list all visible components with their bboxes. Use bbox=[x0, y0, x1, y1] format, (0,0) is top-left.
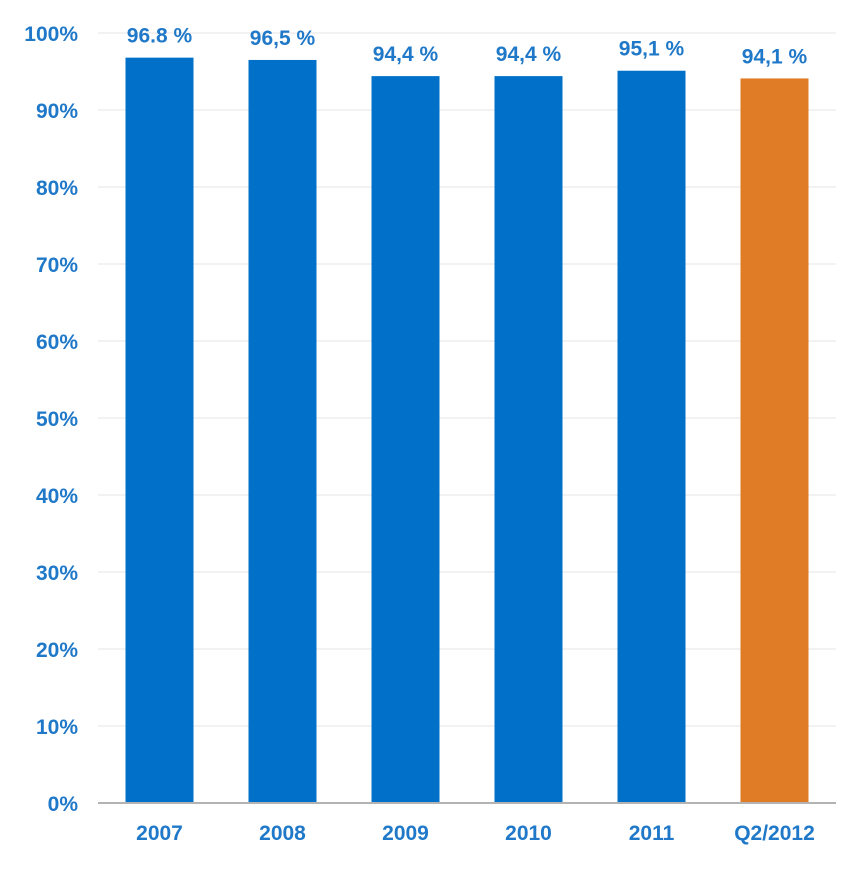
y-tick-label: 0% bbox=[48, 793, 79, 816]
bar-2011 bbox=[617, 70, 686, 804]
data-label: 95,1 % bbox=[619, 38, 685, 61]
y-axis-ticks: 0% 10% 20% 30% 40% 50% 60% 70% 80% 90% 100% bbox=[24, 23, 78, 816]
x-axis-labels: 2007 2008 2009 2010 2011 Q2/2012 bbox=[136, 822, 815, 845]
x-tick-label: 2009 bbox=[382, 822, 429, 845]
data-label: 94,4 % bbox=[496, 43, 562, 66]
bar-q2-2012 bbox=[740, 78, 809, 804]
x-tick-label: 2007 bbox=[136, 822, 183, 845]
x-tick-label: 2011 bbox=[629, 822, 675, 845]
y-tick-label: 50% bbox=[36, 408, 78, 431]
gridlines bbox=[98, 32, 836, 727]
data-label: 94,4 % bbox=[373, 43, 439, 66]
data-label: 96.8 % bbox=[127, 25, 193, 48]
data-labels: 96.8 % 96,5 % 94,4 % 94,4 % 95,1 % 94,1 % bbox=[127, 25, 808, 69]
y-tick-label: 60% bbox=[36, 331, 78, 354]
y-tick-label: 80% bbox=[36, 177, 78, 200]
bars bbox=[125, 57, 809, 804]
y-tick-label: 100% bbox=[24, 23, 78, 46]
bar-2007 bbox=[125, 57, 194, 803]
data-label: 94,1 % bbox=[742, 45, 808, 68]
x-tick-label: 2010 bbox=[505, 822, 552, 845]
y-tick-label: 90% bbox=[36, 100, 78, 123]
y-tick-label: 10% bbox=[36, 716, 78, 739]
y-tick-label: 70% bbox=[36, 254, 78, 277]
data-label: 96,5 % bbox=[250, 27, 316, 50]
y-tick-label: 20% bbox=[36, 639, 78, 662]
bar-2010 bbox=[494, 76, 563, 804]
bar-2008 bbox=[248, 59, 317, 803]
y-tick-label: 30% bbox=[36, 562, 78, 585]
x-tick-label: 2008 bbox=[259, 822, 306, 845]
x-tick-label: Q2/2012 bbox=[734, 822, 815, 845]
y-tick-label: 40% bbox=[36, 485, 78, 508]
bar-2009 bbox=[371, 76, 440, 804]
